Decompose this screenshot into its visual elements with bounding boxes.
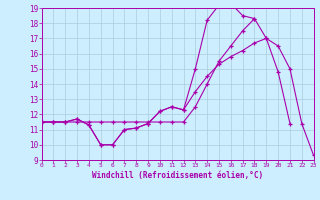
X-axis label: Windchill (Refroidissement éolien,°C): Windchill (Refroidissement éolien,°C) bbox=[92, 171, 263, 180]
